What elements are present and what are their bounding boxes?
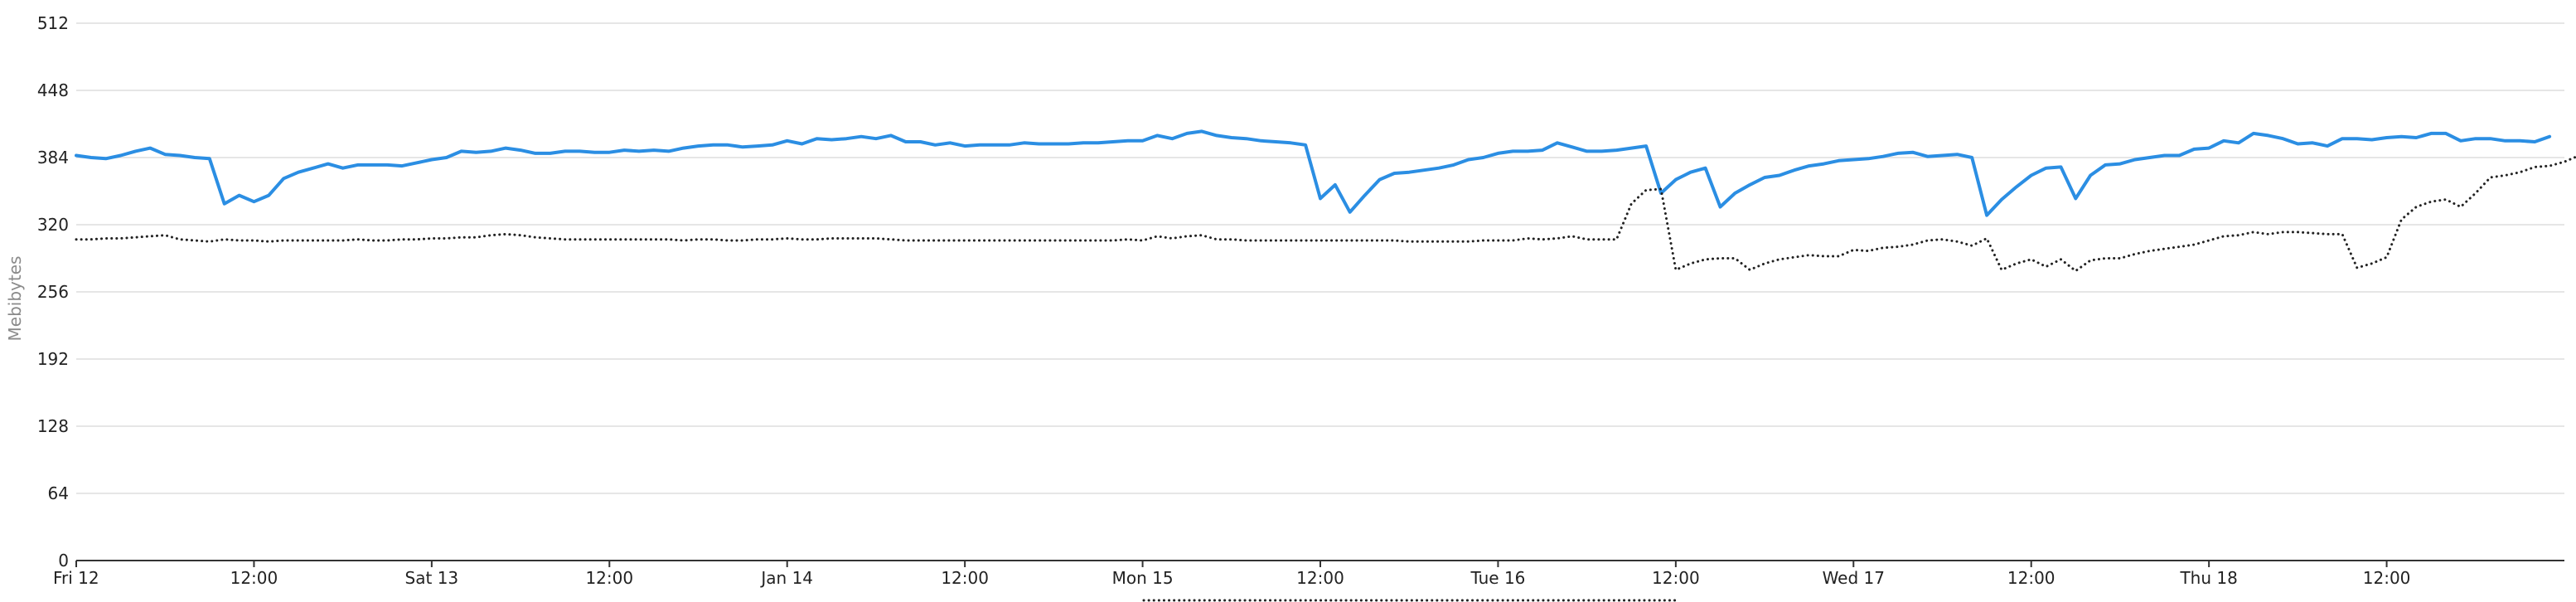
grid-layer	[76, 22, 2564, 494]
x-tick-label: 12:00	[941, 568, 989, 588]
x-tick-label: Mon 15	[1112, 568, 1174, 588]
series-line-0[interactable]	[75, 129, 2552, 217]
x-tick-label: 12:00	[1296, 568, 1344, 588]
y-tick-label: 0	[58, 551, 69, 570]
y-tick-label: 384	[37, 148, 69, 167]
y-tick-label: 320	[37, 215, 69, 235]
y-tick-label: 512	[37, 13, 69, 33]
x-tick-label: Sat 13	[405, 568, 459, 588]
series-line-1[interactable]	[75, 155, 2576, 273]
axis-layer: 0 64 128 192 256 320 384 448 512 Fri 12 12:00 Sat 1…	[37, 13, 2564, 588]
x-tick-label: Tue 16	[1470, 568, 1525, 588]
x-tick-label: Fri 12	[53, 568, 99, 588]
y-axis-title: Mebibytes	[5, 256, 25, 342]
y-tick-label: 448	[37, 80, 69, 100]
x-tick-label: Wed 17	[1823, 568, 1885, 588]
x-tick-label: 12:00	[2363, 568, 2411, 588]
series-layer	[75, 129, 2576, 273]
x-tick-label: 12:00	[1652, 568, 1700, 588]
y-tick-label: 192	[37, 349, 69, 369]
x-tick-label: Jan 14	[759, 568, 813, 588]
x-tick-label: 12:00	[2007, 568, 2055, 588]
y-tick-label: 128	[37, 416, 69, 436]
x-tick-label: Thu 18	[2179, 568, 2237, 588]
y-tick-label: 64	[48, 483, 69, 503]
x-tick-label: 12:00	[585, 568, 633, 588]
x-tick-label: 12:00	[230, 568, 278, 588]
y-tick-label: 256	[37, 282, 69, 302]
